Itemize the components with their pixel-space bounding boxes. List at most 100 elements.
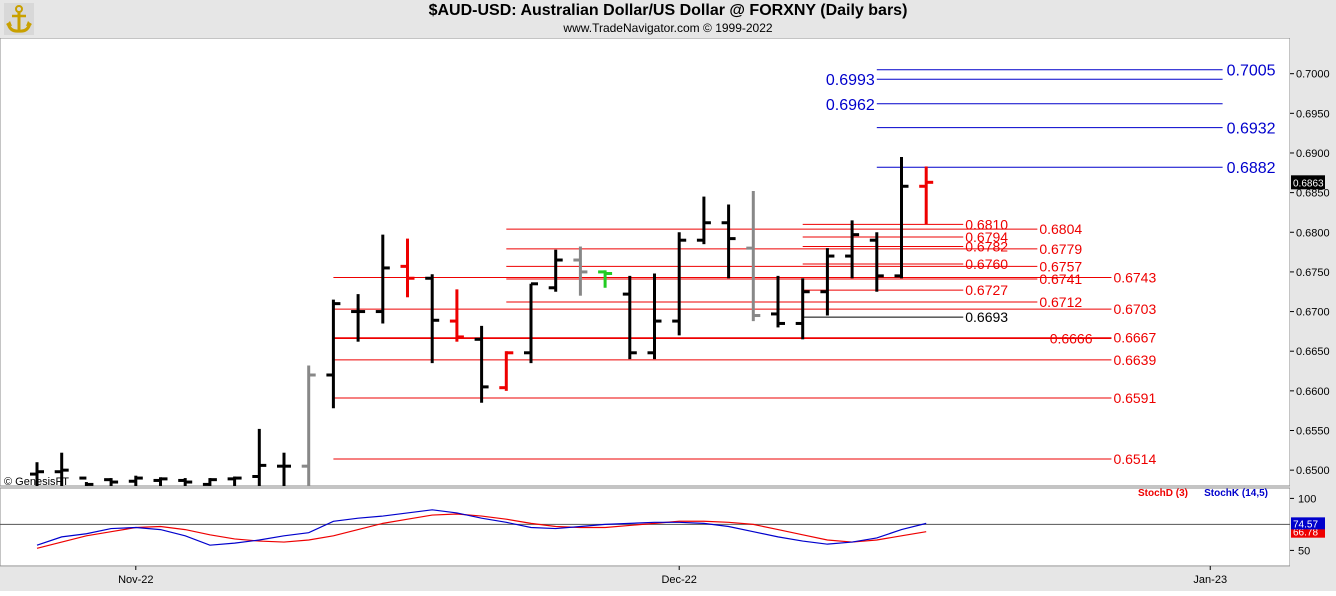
ohlc-bar bbox=[622, 275, 637, 360]
axis-background bbox=[1290, 38, 1336, 591]
level-label-0.6760: 0.6760 bbox=[965, 256, 1008, 272]
ohlc-bar bbox=[894, 156, 909, 279]
level-label-0.6782: 0.6782 bbox=[965, 239, 1008, 255]
price-tick-label: 0.6700 bbox=[1296, 307, 1330, 319]
price-tick-label: 0.6650 bbox=[1296, 346, 1330, 358]
price-tick-label: 0.6550 bbox=[1296, 425, 1330, 437]
copyright-label: © GenesisFT bbox=[4, 476, 69, 488]
ohlc-bar bbox=[425, 274, 440, 364]
price-tick-label: 0.6800 bbox=[1296, 227, 1330, 239]
date-axis: Nov-22 Dec-22 Jan-23 bbox=[118, 566, 1227, 586]
ohlc-bar bbox=[30, 462, 44, 486]
level-lines: 0.7005 0.6993 0.6962 0.6932 0.6882 0.6810 0.68… bbox=[333, 63, 1276, 467]
ohlc-bar bbox=[524, 282, 538, 364]
chart-title: $AUD-USD: Australian Dollar/US Dollar @ … bbox=[428, 2, 908, 19]
osc-tick-label: 100 bbox=[1298, 493, 1316, 505]
level-label-0.6794: 0.6794 bbox=[965, 229, 1008, 245]
series-last-box bbox=[1291, 517, 1325, 530]
ohlc-bar bbox=[548, 249, 563, 292]
osc-tick-label: 50 bbox=[1298, 545, 1310, 557]
level-label-0.6741: 0.6741 bbox=[1039, 271, 1082, 287]
ohlc-bar bbox=[474, 325, 489, 403]
price-tick-label: 0.6600 bbox=[1296, 386, 1330, 398]
series-last-label: 66.78 bbox=[1293, 528, 1318, 539]
ohlc-bar bbox=[400, 238, 415, 298]
chart-subtitle: www.TradeNavigator.com © 1999-2022 bbox=[563, 21, 773, 35]
ohlc-bar bbox=[647, 273, 662, 360]
legend-stochk: StochK (14,5) bbox=[1204, 488, 1268, 499]
level-label-0.6804: 0.6804 bbox=[1039, 221, 1082, 237]
ohlc-bar bbox=[499, 351, 514, 391]
price-tick-label: 0.6850 bbox=[1296, 188, 1330, 200]
ohlc-bar bbox=[227, 476, 242, 486]
price-tick-label: 0.7000 bbox=[1296, 69, 1330, 81]
ohlc-bar bbox=[326, 299, 341, 409]
ohlc-bar bbox=[746, 191, 761, 322]
chart-area: 0.7005 0.6993 0.6962 0.6932 0.6882 0.6810 0.68… bbox=[0, 37, 1336, 596]
level-label-0.6667: 0.6667 bbox=[1113, 330, 1156, 346]
ohlc-bar bbox=[277, 452, 291, 486]
ohlc-bar bbox=[104, 478, 119, 486]
chart-frame bbox=[0, 37, 1336, 591]
level-label-0.6962: 0.6962 bbox=[826, 97, 875, 114]
ohlc-bar bbox=[375, 234, 390, 324]
ohlc-bar bbox=[820, 248, 835, 316]
ohlc-bar bbox=[573, 246, 588, 296]
level-label-0.6712: 0.6712 bbox=[1039, 294, 1082, 310]
price-chart[interactable]: 0.7005 0.6993 0.6962 0.6932 0.6882 0.6810 0.68… bbox=[0, 37, 1336, 591]
level-label-0.7005: 0.7005 bbox=[1227, 63, 1276, 80]
ohlc-bar bbox=[672, 232, 687, 336]
ohlc-bar bbox=[202, 478, 217, 486]
ohlc-bar bbox=[301, 365, 316, 486]
level-label-0.6693: 0.6693 bbox=[965, 309, 1008, 325]
ohlc-bar bbox=[79, 476, 94, 486]
last-price-label: 0.6863 bbox=[1293, 178, 1324, 189]
series-last-label: 74.57 bbox=[1293, 519, 1318, 530]
level-label-0.6993: 0.6993 bbox=[826, 72, 875, 89]
ohlc-bar bbox=[598, 270, 613, 288]
ohlc-bar bbox=[128, 475, 143, 486]
date-tick-label: Jan-23 bbox=[1193, 574, 1227, 586]
ohlc-bar bbox=[869, 232, 884, 292]
price-tick-label: 0.6500 bbox=[1296, 465, 1330, 477]
series-line-stochd bbox=[36, 513, 927, 549]
ohlc-bar bbox=[771, 275, 785, 328]
chart-header: $AUD-USD: Australian Dollar/US Dollar @ … bbox=[0, 0, 1336, 38]
last-price-box bbox=[1291, 175, 1325, 190]
level-label-0.6743: 0.6743 bbox=[1113, 269, 1156, 285]
ohlc-bar bbox=[178, 478, 193, 486]
ohlc-bar bbox=[795, 278, 810, 340]
ohlc-bar bbox=[351, 294, 366, 342]
level-label-0.6639: 0.6639 bbox=[1113, 352, 1156, 368]
ohlc-bar bbox=[696, 196, 711, 245]
legend-stochd: StochD (3) bbox=[1138, 488, 1188, 499]
level-label-0.6882: 0.6882 bbox=[1227, 160, 1276, 177]
level-label-0.6703: 0.6703 bbox=[1113, 301, 1156, 317]
ohlc-bars bbox=[30, 156, 934, 486]
level-label-0.6932: 0.6932 bbox=[1227, 121, 1276, 138]
date-axis-background bbox=[0, 567, 1290, 591]
level-label-0.6591: 0.6591 bbox=[1113, 390, 1156, 406]
ohlc-bar bbox=[153, 477, 168, 486]
level-label-0.6779: 0.6779 bbox=[1039, 241, 1082, 257]
ohlc-bar bbox=[252, 428, 267, 486]
date-tick-label: Nov-22 bbox=[118, 574, 153, 586]
level-label-0.6514: 0.6514 bbox=[1113, 451, 1156, 467]
price-tick-label: 0.6900 bbox=[1296, 148, 1330, 160]
ohlc-bar bbox=[721, 204, 736, 279]
ohlc-bar bbox=[919, 166, 934, 225]
series-line-stochk bbox=[36, 509, 927, 546]
level-label-0.6757: 0.6757 bbox=[1039, 258, 1082, 274]
main-panel bbox=[0, 37, 1291, 487]
date-tick-label: Dec-22 bbox=[661, 574, 696, 586]
level-label-0.6727: 0.6727 bbox=[965, 282, 1008, 298]
oscillator-panel bbox=[0, 487, 1291, 567]
level-label-0.6666: 0.6666 bbox=[1050, 331, 1093, 347]
ohlc-bar bbox=[845, 220, 860, 279]
anchor-logo-icon bbox=[4, 3, 34, 35]
price-tick-label: 0.6750 bbox=[1296, 267, 1330, 279]
level-label-0.6810: 0.6810 bbox=[965, 216, 1008, 232]
ohlc-bar bbox=[449, 289, 464, 342]
price-tick-label: 0.6950 bbox=[1296, 108, 1330, 120]
